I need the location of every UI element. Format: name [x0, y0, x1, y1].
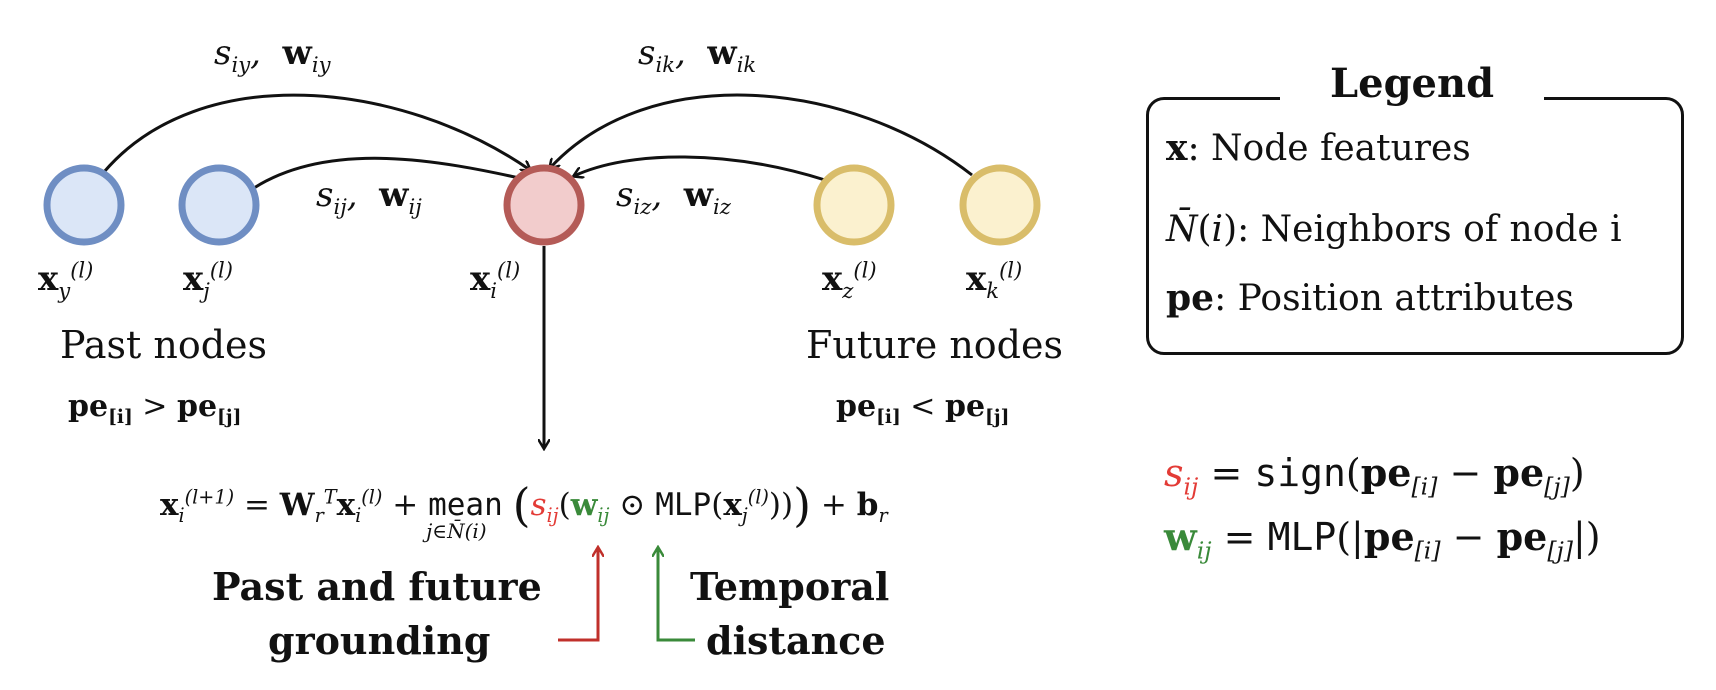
legend-title-background	[1280, 60, 1544, 110]
past-pe-relation: pe[i] > pe[j]	[68, 389, 242, 428]
future-pe-relation: pe[i] < pe[j]	[836, 389, 1010, 428]
node-y-label: xy(l)	[38, 257, 94, 303]
edge-label-iz: siz, wiz	[616, 175, 731, 219]
update-equation: xi(l+1) = WrTxi(l) + mean j∈N̄(i) (sij(wi…	[160, 478, 888, 543]
edge-k-to-i	[550, 93, 973, 177]
temporal-arrow	[658, 548, 695, 642]
legend-title: Legend	[1330, 60, 1495, 107]
node-j	[178, 164, 260, 246]
legend-item-x: x: Node features	[1166, 127, 1471, 169]
edge-y-to-i	[102, 93, 530, 173]
temporal-label-line1: Temporal	[690, 564, 890, 609]
edge-z-to-i	[574, 155, 826, 182]
future-nodes-label: Future nodes	[806, 323, 1063, 367]
node-y	[43, 164, 125, 246]
node-k	[959, 164, 1041, 246]
legend-item-pe-text: : Position attributes	[1214, 278, 1574, 319]
grounding-label-line2: grounding	[268, 618, 491, 663]
grounding-label-line1: Past and future	[212, 564, 542, 609]
legend-item-pe: pe: Position attributes	[1166, 277, 1574, 319]
node-z	[813, 164, 895, 246]
node-k-label: xk(l)	[966, 257, 1023, 303]
temporal-label-line2: distance	[706, 618, 886, 663]
node-z-label: xz(l)	[822, 257, 877, 303]
node-i	[503, 164, 585, 246]
node-i-label: xi(l)	[470, 257, 521, 303]
past-nodes-label: Past nodes	[60, 323, 268, 367]
grounding-arrow	[558, 548, 598, 642]
legend-item-x-text: : Node features	[1187, 128, 1471, 169]
legend-item-neighbors: N̄(i): Neighbors of node i	[1166, 209, 1622, 250]
definition-w: wij = MLP(|pe[i] − pe[j]|)	[1164, 514, 1601, 565]
legend-item-neighbors-text: : Neighbors of node i	[1237, 209, 1622, 250]
definition-s: sij = sign(pe[i] − pe[j])	[1164, 450, 1585, 501]
node-j-label: xj(l)	[183, 257, 234, 303]
edge-j-to-i	[253, 156, 528, 190]
edge-label-ik: sik, wik	[638, 33, 757, 77]
edge-label-ij: sij, wij	[316, 175, 422, 219]
edge-label-iy: siy, wiy	[214, 33, 331, 77]
